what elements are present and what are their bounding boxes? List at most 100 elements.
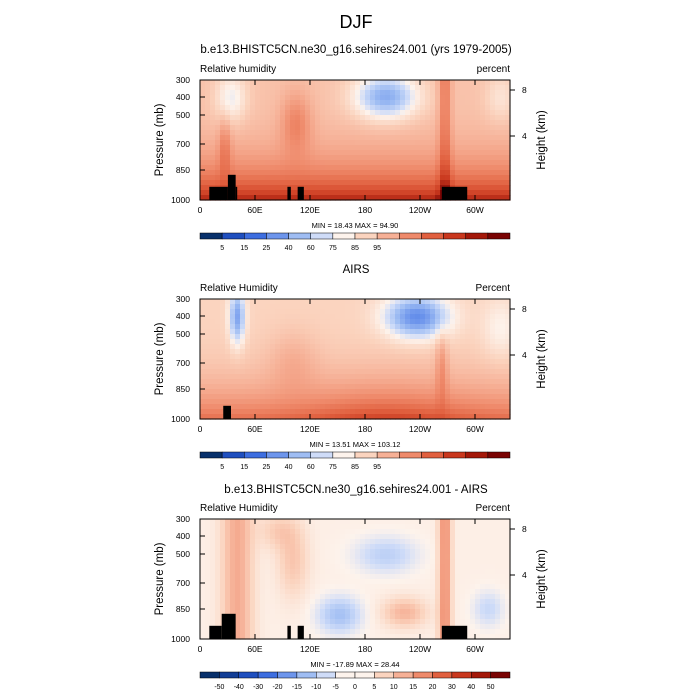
field-cell (340, 80, 346, 86)
field-cell (385, 85, 391, 91)
field-cell (250, 175, 256, 181)
field-cell (270, 569, 276, 575)
field-cell (465, 80, 471, 86)
field-cell (370, 105, 376, 111)
field-cell (250, 190, 256, 196)
field-cell (430, 115, 436, 121)
field-cell (400, 574, 406, 580)
field-cell (475, 629, 481, 635)
field-cell (425, 120, 431, 126)
field-cell (260, 554, 266, 560)
field-cell (315, 364, 321, 370)
field-cell (505, 379, 511, 385)
field-cell (335, 309, 341, 315)
field-cell (205, 309, 211, 315)
field-cell (470, 594, 476, 600)
field-cell (280, 554, 286, 560)
field-cell (420, 604, 426, 610)
field-cell (415, 584, 421, 590)
field-cell (450, 564, 456, 570)
field-cell (355, 574, 361, 580)
field-cell (435, 145, 441, 151)
field-cell (290, 165, 296, 171)
x-tick-label: 120W (409, 424, 431, 434)
field-cell (340, 619, 346, 625)
field-cell (295, 110, 301, 116)
field-cell (430, 120, 436, 126)
field-cell (440, 374, 446, 380)
field-cell (470, 324, 476, 330)
field-cell (320, 180, 326, 186)
field-cell (485, 339, 491, 345)
field-cell (495, 589, 501, 595)
field-cell (310, 185, 316, 191)
field-cell (320, 349, 326, 355)
field-cell (225, 319, 231, 325)
field-cell (350, 95, 356, 101)
field-cell (220, 399, 226, 405)
field-cell (490, 140, 496, 146)
field-cell (390, 180, 396, 186)
field-cell (395, 95, 401, 101)
field-cell (405, 145, 411, 151)
field-cell (395, 379, 401, 385)
field-cell (475, 559, 481, 565)
field-cell (440, 165, 446, 171)
field-cell (200, 105, 206, 111)
field-cell (465, 329, 471, 335)
field-cell (395, 85, 401, 91)
field-cell (450, 579, 456, 585)
field-cell (300, 130, 306, 136)
field-cell (435, 324, 441, 330)
field-cell (415, 579, 421, 585)
field-cell (500, 519, 506, 525)
field-cell (435, 120, 441, 126)
field-cell (395, 90, 401, 96)
field-cell (225, 80, 231, 86)
field-cell (380, 604, 386, 610)
field-cell (495, 559, 501, 565)
field-cell (355, 589, 361, 595)
field-cell (350, 574, 356, 580)
field-cell (240, 190, 246, 196)
field-cell (385, 604, 391, 610)
field-cell (350, 554, 356, 560)
field-cell (245, 324, 251, 330)
field-cell (370, 369, 376, 375)
field-cell (460, 85, 466, 91)
field-cell (320, 155, 326, 161)
field-cell (260, 384, 266, 390)
field-cell (405, 589, 411, 595)
field-cell (205, 364, 211, 370)
field-cell (375, 524, 381, 530)
field-cell (200, 324, 206, 330)
field-cell (245, 609, 251, 615)
field-cell (315, 619, 321, 625)
field-cell (500, 155, 506, 161)
field-cell (415, 634, 421, 640)
colorbar-swatch (199, 671, 220, 679)
field-cell (310, 609, 316, 615)
field-cell (335, 554, 341, 560)
field-cell (310, 160, 316, 166)
field-cell (345, 145, 351, 151)
field-cell (485, 349, 491, 355)
field-cell (360, 329, 366, 335)
field-cell (375, 609, 381, 615)
field-cell (325, 529, 331, 535)
field-cell (490, 190, 496, 196)
field-cell (320, 574, 326, 580)
field-cell (345, 160, 351, 166)
field-cell (240, 579, 246, 585)
field-cell (485, 609, 491, 615)
field-cell (375, 299, 381, 305)
field-cell (465, 369, 471, 375)
field-cell (485, 135, 491, 141)
field-cell (460, 299, 466, 305)
field-cell (335, 140, 341, 146)
y-tick-label: 400 (176, 92, 190, 102)
field-cell (415, 85, 421, 91)
field-cell (205, 534, 211, 540)
field-cell (475, 185, 481, 191)
field-cell (385, 569, 391, 575)
